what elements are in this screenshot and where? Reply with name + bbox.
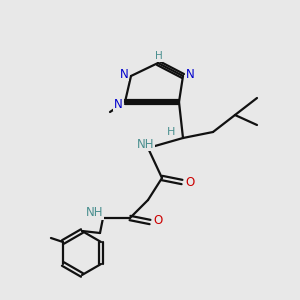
- Text: NH: NH: [137, 137, 155, 151]
- Text: NH: NH: [86, 206, 104, 220]
- Text: O: O: [185, 176, 195, 188]
- Text: H: H: [167, 127, 175, 137]
- Text: O: O: [153, 214, 163, 227]
- Text: N: N: [114, 98, 122, 110]
- Text: H: H: [155, 51, 163, 61]
- Text: N: N: [186, 68, 194, 80]
- Text: N: N: [120, 68, 128, 80]
